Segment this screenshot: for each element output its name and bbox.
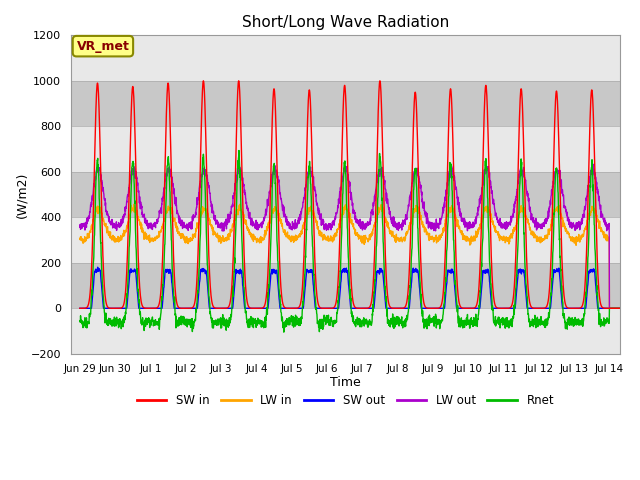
LW out [108, 216, 116, 222]
Rnet [108, 323, 116, 329]
Line: SW in: SW in [80, 81, 627, 308]
Rnet [419, 311, 427, 317]
Rnet [540, 321, 547, 327]
LW in [604, 238, 612, 244]
Line: LW out: LW out [80, 164, 627, 308]
SW in [419, 290, 426, 296]
SW out [623, 305, 630, 311]
SW out [419, 305, 426, 311]
SW in [200, 78, 207, 84]
SW in [623, 305, 630, 311]
Line: LW in: LW in [80, 204, 627, 308]
SW out [356, 305, 364, 311]
Bar [71, 217, 620, 263]
SW out [94, 264, 102, 270]
LW in [435, 232, 443, 238]
Rnet [604, 318, 612, 324]
LW in [539, 237, 547, 242]
Legend: SW in, LW in, SW out, LW out, Rnet: SW in, LW in, SW out, LW out, Rnet [132, 389, 559, 411]
SW in [435, 305, 443, 311]
Y-axis label: (W/m2): (W/m2) [15, 171, 28, 218]
SW in [539, 305, 547, 311]
Line: Rnet: Rnet [80, 151, 627, 332]
LW out [605, 305, 613, 311]
SW in [108, 305, 116, 311]
LW in [419, 219, 426, 225]
LW out [539, 222, 547, 228]
SW out [539, 305, 547, 311]
SW out [76, 305, 84, 311]
Line: SW out: SW out [80, 267, 627, 308]
LW out [419, 196, 426, 202]
LW in [76, 236, 84, 241]
Bar [71, 126, 620, 172]
LW out [623, 305, 630, 311]
Text: VR_met: VR_met [77, 40, 129, 53]
SW in [604, 305, 612, 311]
LW in [236, 201, 244, 207]
LW in [623, 305, 630, 311]
SW out [435, 305, 443, 311]
LW out [356, 225, 364, 230]
Bar [71, 308, 620, 354]
Rnet [280, 329, 287, 335]
SW out [604, 305, 612, 311]
LW in [108, 234, 116, 240]
LW in [356, 236, 364, 241]
SW in [76, 305, 84, 311]
Rnet [76, 318, 84, 324]
Rnet [436, 319, 444, 324]
LW in [605, 305, 613, 311]
LW out [76, 223, 84, 228]
Rnet [623, 305, 630, 311]
LW out [435, 221, 443, 227]
SW in [356, 305, 364, 311]
X-axis label: Time: Time [330, 376, 361, 389]
SW in [605, 305, 613, 311]
Bar [71, 36, 620, 81]
Title: Short/Long Wave Radiation: Short/Long Wave Radiation [242, 15, 449, 30]
Rnet [357, 318, 365, 324]
SW out [108, 305, 116, 311]
Rnet [235, 148, 243, 154]
LW out [589, 161, 597, 167]
LW out [604, 226, 612, 232]
